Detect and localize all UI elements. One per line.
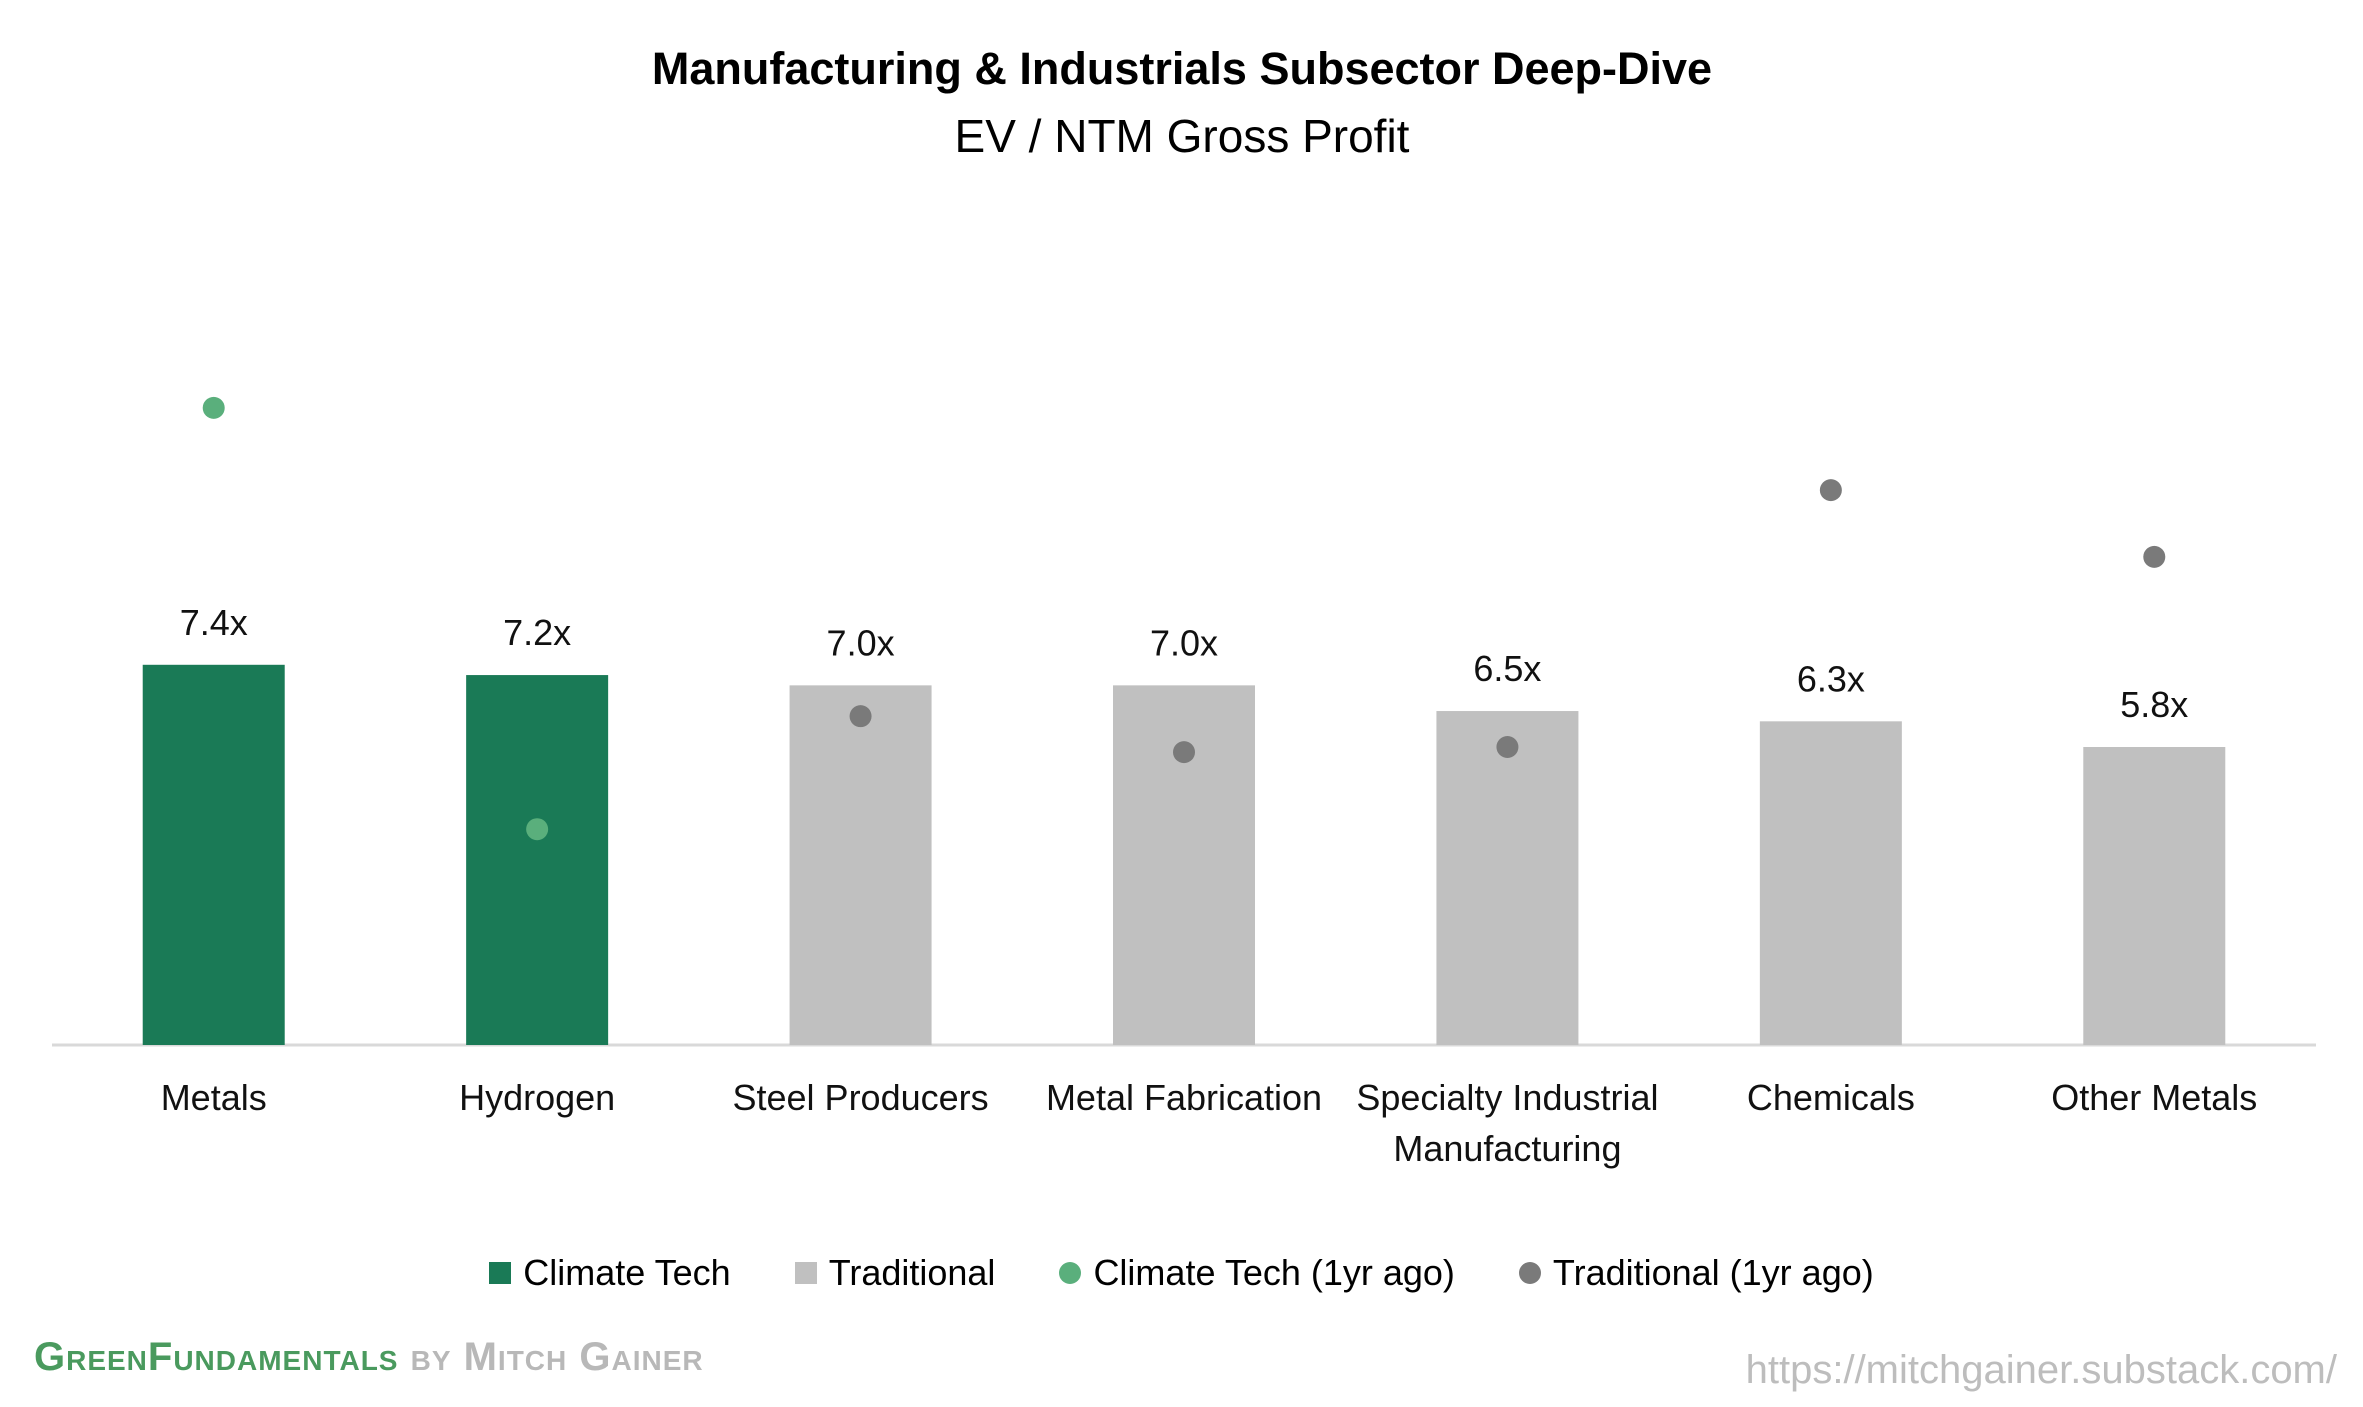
- category-label-3: Metal Fabrication: [1046, 1077, 1322, 1118]
- legend-item-3: Traditional (1yr ago): [1518, 1252, 1874, 1294]
- category-label-5: Chemicals: [1747, 1077, 1915, 1118]
- legend: Climate Tech Traditional Climate Tech (1yr…: [0, 1252, 2363, 1294]
- category-label-6: Other Metals: [2051, 1077, 2257, 1118]
- category-label-0: Metals: [161, 1077, 267, 1118]
- value-label-4: 6.5x: [1473, 648, 1541, 689]
- bar-5: [1759, 721, 1902, 1045]
- brand-name: GreenFundamentals: [34, 1335, 399, 1379]
- bars-group: [142, 664, 2226, 1045]
- value-label-0: 7.4x: [180, 602, 248, 643]
- legend-item-1: Traditional: [794, 1252, 996, 1294]
- value-labels-group: 7.4x 7.2x 7.0x 7.0x 6.5x 6.3x 5.8x: [180, 602, 2189, 725]
- bar-2: [789, 685, 932, 1045]
- legend-item-2: Climate Tech (1yr ago): [1059, 1252, 1455, 1294]
- bar-0: [142, 664, 285, 1045]
- chart-title: Manufacturing & Industrials Subsector De…: [652, 43, 1712, 94]
- legend-label-2: Climate Tech (1yr ago): [1093, 1252, 1455, 1293]
- legend-label-1: Traditional: [828, 1252, 996, 1293]
- one-year-ago-dot-3: [1173, 741, 1195, 764]
- bar-4: [1436, 711, 1579, 1045]
- one-year-ago-dot-0: [202, 396, 225, 419]
- legend-swatch-3: [1518, 1262, 1541, 1284]
- value-label-5: 6.3x: [1797, 658, 1865, 699]
- one-year-ago-dot-5: [1819, 479, 1842, 502]
- legend-swatch-1: [794, 1262, 817, 1284]
- dots-group: [202, 396, 2166, 841]
- legend-swatch-2: [1059, 1262, 1082, 1284]
- source-url: https://mitchgainer.substack.com/: [1745, 1348, 2337, 1392]
- one-year-ago-dot-6: [2143, 545, 2166, 568]
- value-label-1: 7.2x: [503, 612, 571, 653]
- bar-6: [2083, 747, 2226, 1045]
- one-year-ago-dot-2: [849, 705, 872, 728]
- category-label-1: Hydrogen: [459, 1077, 615, 1118]
- legend-label-0: Climate Tech: [523, 1252, 731, 1293]
- legend-swatch-0: [489, 1262, 512, 1284]
- bar-1: [466, 675, 609, 1045]
- value-label-6: 5.8x: [2120, 684, 2188, 725]
- legend-item-0: Climate Tech: [489, 1252, 731, 1294]
- one-year-ago-dot-4: [1496, 736, 1519, 758]
- category-label-2: Steel Producers: [733, 1077, 989, 1118]
- value-label-2: 7.0x: [827, 622, 895, 663]
- brand-byline: by Mitch Gainer: [410, 1335, 704, 1379]
- category-label-4-line-1: Manufacturing: [1393, 1128, 1621, 1169]
- category-label-4-line-0: Specialty Industrial: [1356, 1077, 1658, 1118]
- chart-subtitle: EV / NTM Gross Profit: [955, 110, 1410, 162]
- category-labels-group: Metals Hydrogen Steel Producers Metal Fabri…: [161, 1077, 2258, 1169]
- bar-3: [1113, 685, 1255, 1045]
- one-year-ago-dot-1: [526, 818, 549, 841]
- legend-label-3: Traditional (1yr ago): [1552, 1252, 1874, 1293]
- brand-logo: GreenFundamentals by Mitch Gainer: [34, 1335, 704, 1380]
- value-label-3: 7.0x: [1150, 622, 1218, 663]
